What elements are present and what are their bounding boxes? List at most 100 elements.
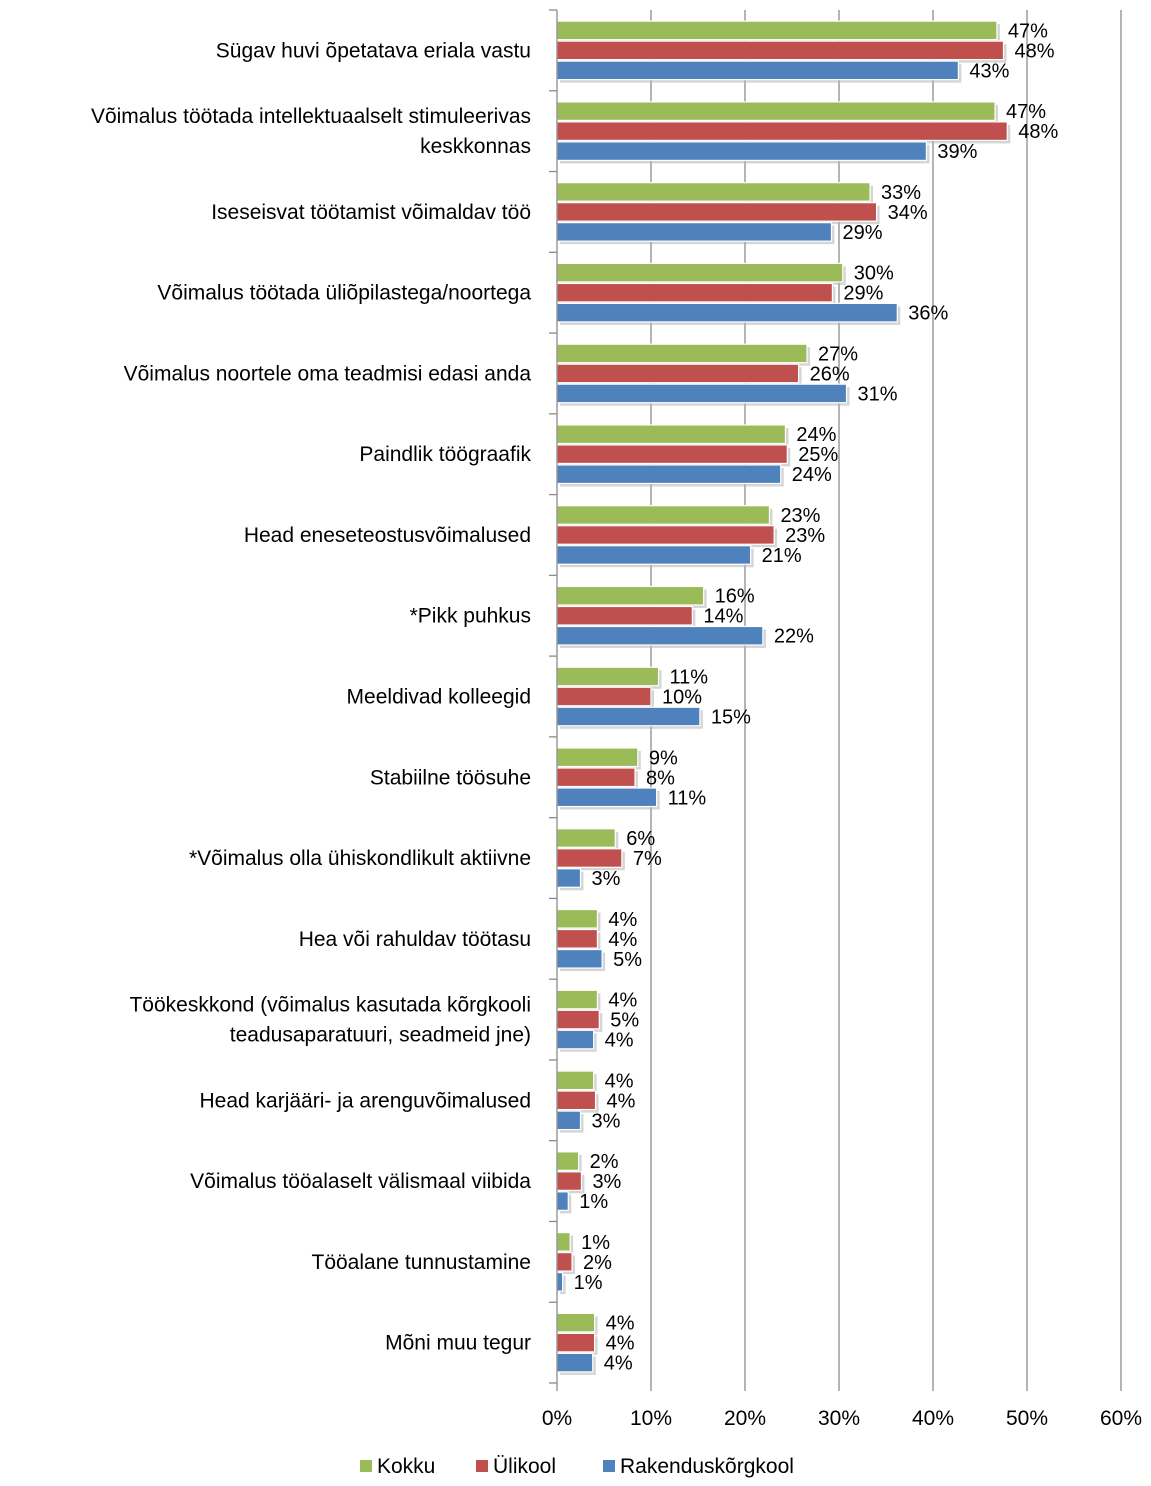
axes: [549, 9, 1122, 1391]
data-label: 31%: [858, 383, 898, 405]
bar-rakendusk-rgkool: [556, 383, 848, 404]
data-label: 4%: [604, 1353, 633, 1375]
data-label: 9%: [649, 747, 678, 769]
bar-rakendusk-rgkool: [556, 868, 582, 888]
bar-kokku: [556, 828, 616, 848]
bar-rakendusk-rgkool: [556, 1352, 594, 1373]
category-label: *Võimalus olla ühiskondlikult aktiivne: [189, 847, 531, 870]
data-label: 3%: [592, 868, 621, 890]
category-label: Võimalus töötada üliõpilastega/noortega: [157, 282, 531, 305]
bar-kokku: [556, 101, 996, 121]
bar--likool: [556, 1090, 597, 1111]
bar-rakendusk-rgkool: [556, 1029, 595, 1050]
bar-rakendusk-rgkool: [556, 1191, 569, 1211]
data-label: 22%: [774, 626, 814, 648]
data-label: 39%: [937, 141, 977, 163]
bar-rakendusk-rgkool: [556, 60, 959, 81]
data-label: 23%: [780, 505, 820, 527]
bar-kokku: [556, 1151, 580, 1171]
data-label: 34%: [888, 202, 928, 224]
bar-kokku: [556, 424, 787, 445]
category-label: Paindlik töögraafik: [359, 443, 531, 466]
data-label: 10%: [662, 687, 702, 709]
x-tick-label: 60%: [1100, 1407, 1142, 1430]
data-label: 15%: [711, 707, 751, 729]
bar--likool: [556, 928, 599, 949]
data-label: 30%: [854, 263, 894, 285]
bar--likool: [556, 848, 623, 868]
data-label: 48%: [1015, 40, 1055, 62]
data-label: 4%: [608, 909, 637, 931]
bar-rakendusk-rgkool: [556, 141, 928, 161]
x-tick-label: 0%: [542, 1407, 572, 1430]
data-label: 5%: [613, 949, 642, 971]
bar-kokku: [556, 1070, 595, 1091]
data-label: 8%: [646, 767, 675, 789]
bar--likool: [556, 40, 1005, 61]
data-label: 24%: [792, 464, 832, 486]
category-label: Hea või rahuldav töötasu: [299, 928, 531, 951]
data-label: 5%: [610, 1010, 639, 1032]
bar-rakendusk-rgkool: [556, 302, 898, 323]
bar-kokku: [556, 182, 871, 202]
data-label: 33%: [881, 182, 921, 204]
bar-rakendusk-rgkool: [556, 464, 782, 485]
x-tick-label: 30%: [818, 1407, 860, 1430]
category-label: Meeldivad kolleegid: [347, 686, 531, 709]
category-label: Head eneseteostusvõimalused: [244, 524, 531, 547]
legend-label: Kokku: [377, 1455, 435, 1478]
data-label: 4%: [605, 1070, 634, 1092]
x-tick-label: 50%: [1006, 1407, 1048, 1430]
bar-rakendusk-rgkool: [556, 787, 658, 808]
x-tick-label: 40%: [912, 1407, 954, 1430]
bar-kokku: [556, 20, 998, 41]
labels: 0% 10% 20% 30% 40% 50% 60% Sügav huvi õpetatava…: [91, 20, 1142, 1430]
bar--likool: [556, 605, 693, 626]
data-label: 6%: [626, 828, 655, 850]
legend-swatch: [603, 1460, 615, 1472]
data-label: 1%: [579, 1191, 608, 1213]
legend-swatch: [360, 1460, 372, 1472]
data-label: 1%: [574, 1272, 603, 1294]
data-label: 4%: [608, 929, 637, 951]
data-label: 16%: [715, 586, 755, 608]
legend-label: Ülikool: [493, 1455, 556, 1478]
category-label: Stabiilne töösuhe: [370, 766, 531, 789]
bar--likool: [556, 1171, 583, 1191]
bar-kokku: [556, 989, 599, 1010]
category-label: Võimalus tööalaselt välismaal viibida: [190, 1170, 531, 1193]
bar--likool: [556, 444, 788, 465]
data-label: 21%: [762, 545, 802, 567]
bar-rakendusk-rgkool: [556, 545, 752, 565]
data-label: 7%: [633, 848, 662, 870]
data-label: 4%: [605, 1030, 634, 1052]
data-label: 25%: [798, 444, 838, 466]
category-label: Iseseisvat töötamist võimaldav töö: [211, 201, 531, 224]
data-label: 48%: [1018, 121, 1058, 143]
bar--likool: [556, 1252, 573, 1272]
bar--likool: [556, 1332, 596, 1353]
x-tick-label: 20%: [724, 1407, 766, 1430]
category-label: Tööalane tunnustamine: [312, 1251, 532, 1274]
bar-rakendusk-rgkool: [556, 625, 764, 646]
category-label: Töökeskkond (võimalus kasutada kõrgkooli…: [129, 994, 531, 1047]
data-label: 47%: [1006, 101, 1046, 123]
bar-kokku: [556, 262, 844, 283]
data-label: 1%: [581, 1232, 610, 1254]
data-label: 4%: [606, 1333, 635, 1355]
bar--likool: [556, 1009, 600, 1030]
bar--likool: [556, 363, 800, 384]
data-label: 43%: [969, 60, 1009, 82]
category-label: Head karjääri- ja arenguvõimalused: [199, 1089, 531, 1112]
bar-kokku: [556, 1232, 571, 1252]
legend-label: Rakenduskõrgkool: [620, 1455, 794, 1478]
data-label: 23%: [785, 525, 825, 547]
data-label: 3%: [592, 1110, 621, 1132]
bar--likool: [556, 202, 878, 222]
bar-kokku: [556, 747, 639, 768]
category-label: Mõni muu tegur: [385, 1332, 531, 1355]
data-label: 2%: [590, 1151, 619, 1173]
bar-kokku: [556, 908, 599, 929]
bar-rakendusk-rgkool: [556, 1272, 564, 1292]
